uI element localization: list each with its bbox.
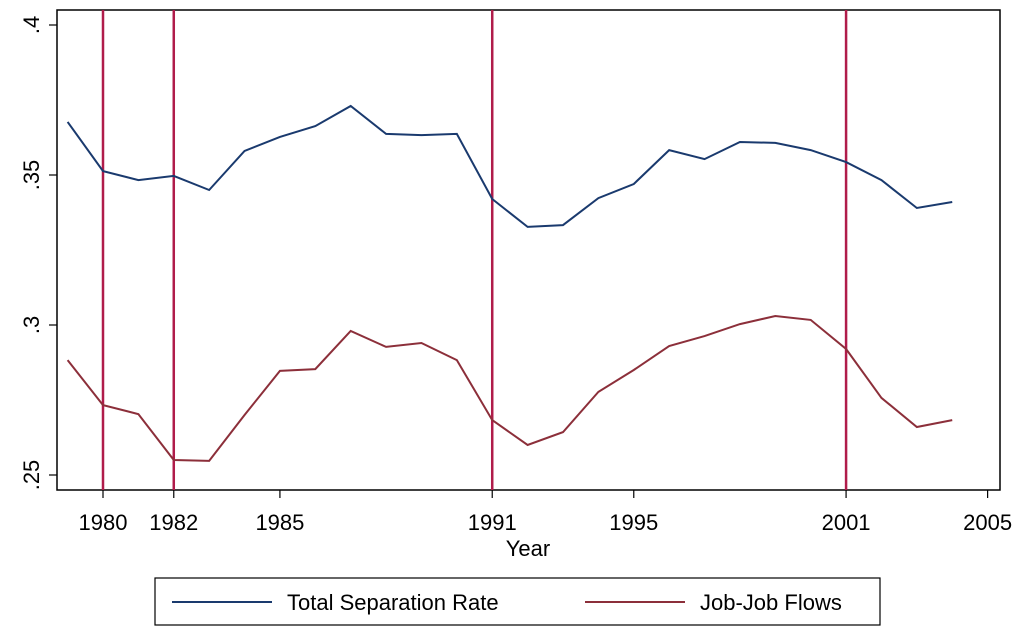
x-tick-label: 1985 (255, 510, 304, 535)
x-tick-label: 1991 (468, 510, 517, 535)
series-line (66, 314, 953, 462)
x-tick-label: 1980 (79, 510, 128, 535)
legend-label: Total Separation Rate (287, 590, 499, 615)
series-line (66, 104, 953, 228)
legend-box (154, 577, 881, 626)
x-tick-label: 2005 (963, 510, 1012, 535)
x-tick-label: 2001 (822, 510, 871, 535)
legend-label: Job-Job Flows (700, 590, 842, 615)
y-tick-label: .25 (19, 460, 44, 491)
y-tick-label: .3 (19, 316, 44, 334)
plot-frame (56, 9, 1001, 491)
x-axis-label: Year (506, 536, 550, 561)
y-tick-label: .4 (19, 16, 44, 34)
x-tick-label: 1982 (149, 510, 198, 535)
x-tick-label: 1995 (609, 510, 658, 535)
y-tick-label: .35 (19, 160, 44, 191)
